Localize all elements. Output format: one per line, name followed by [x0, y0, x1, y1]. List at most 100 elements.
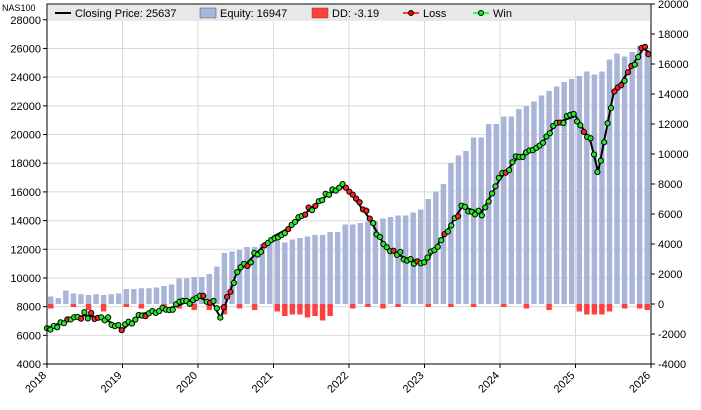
win-marker: [471, 211, 479, 218]
win-marker: [210, 297, 217, 305]
loss-marker: [118, 327, 125, 334]
win-marker: [105, 314, 112, 321]
loss-marker: [366, 215, 373, 222]
equity-bar: [116, 293, 122, 304]
win-marker: [281, 230, 288, 237]
equity-bar: [478, 137, 484, 304]
legend: Closing Price: 25637 Equity: 16947 DD: -3.…: [55, 7, 512, 20]
loss-marker: [353, 195, 360, 202]
win-marker: [478, 212, 485, 219]
win-marker: [217, 314, 224, 321]
equity-bar: [561, 82, 567, 304]
win-marker: [60, 320, 68, 327]
equity-bar: [161, 286, 167, 304]
equity-bar: [168, 284, 175, 304]
win-marker: [81, 309, 88, 316]
equity-bar: [342, 224, 348, 304]
equity-bar: [591, 74, 598, 304]
drawdown-bar: [274, 304, 280, 312]
win-marker: [325, 191, 333, 198]
right-tick-label: 12000: [658, 119, 689, 131]
loss-marker: [349, 191, 356, 198]
left-tick-label: 6000: [17, 330, 41, 342]
equity-bar: [108, 294, 114, 304]
win-marker: [434, 243, 441, 250]
win-marker: [594, 168, 601, 176]
equity-bar: [485, 124, 492, 304]
loss-marker: [641, 43, 649, 50]
loss-marker: [312, 202, 319, 210]
trade-markers: [43, 43, 652, 334]
equity-bar: [569, 79, 575, 304]
equity-bar: [365, 221, 371, 304]
equity-bar: [636, 46, 643, 304]
equity-bar: [146, 288, 152, 304]
legend-label-loss: Loss: [423, 8, 447, 20]
win-marker: [488, 190, 496, 197]
win-marker: [444, 228, 452, 235]
equity-bar: [357, 223, 364, 304]
drawdown-bar: [70, 304, 77, 307]
drawdown-bar: [176, 304, 182, 309]
left-tick-label: 18000: [10, 158, 41, 170]
loss-marker: [645, 51, 652, 58]
win-marker: [607, 104, 615, 112]
win-marker: [421, 259, 428, 266]
loss-marker: [356, 199, 363, 206]
equity-bar: [531, 101, 537, 304]
win-marker: [621, 77, 628, 84]
left-tick-label: 12000: [10, 244, 41, 256]
legend-swatch-marker-win: [478, 10, 484, 16]
legend-swatch-marker-loss: [408, 10, 414, 16]
win-marker: [370, 220, 377, 227]
win-marker: [509, 159, 516, 166]
loss-marker: [285, 226, 292, 233]
equity-bar: [501, 116, 507, 304]
equity-bar: [312, 235, 318, 304]
equity-bar: [48, 296, 54, 304]
left-tick-label: 8000: [17, 302, 41, 314]
equity-bar: [289, 239, 296, 304]
win-marker: [319, 197, 326, 204]
win-marker: [601, 139, 608, 146]
drawdown-bar: [636, 304, 643, 309]
win-marker: [587, 135, 594, 142]
legend-band: [48, 5, 650, 21]
loss-marker: [77, 315, 85, 322]
equity-bar: [553, 86, 560, 304]
win-marker: [376, 233, 384, 241]
equity-bar: [508, 116, 515, 304]
drawdown-bar: [591, 304, 598, 315]
right-tick-label: 16000: [658, 59, 689, 71]
win-marker: [519, 153, 526, 161]
left-tick-label: 10000: [10, 273, 41, 285]
equity-bar: [372, 221, 379, 304]
drawdown-bar: [448, 304, 454, 307]
loss-marker: [618, 82, 625, 89]
win-marker: [407, 256, 414, 263]
equity-bar: [629, 52, 635, 304]
drawdown-bar: [312, 304, 318, 316]
equity-bar: [418, 209, 424, 304]
win-marker: [590, 151, 598, 158]
equity-bar: [350, 224, 356, 304]
equity-bar: [644, 49, 650, 304]
right-tick-label: 6000: [658, 209, 682, 221]
left-tick-label: 14000: [10, 216, 41, 228]
equity-bar: [63, 290, 69, 304]
right-tick-label: 0: [658, 299, 664, 311]
win-marker: [438, 237, 445, 244]
drawdown-bar: [599, 304, 605, 315]
win-marker: [495, 174, 502, 181]
loss-marker: [227, 288, 234, 295]
drawdown-bar: [350, 304, 356, 309]
win-marker: [132, 316, 139, 323]
equity-bar: [448, 163, 454, 304]
equity-bar: [470, 137, 477, 304]
equity-bar: [176, 278, 182, 304]
win-marker: [505, 166, 513, 174]
loss-marker: [580, 128, 587, 136]
equity-bar: [183, 278, 190, 304]
equity-bar: [206, 274, 213, 304]
drawdown-bar: [304, 304, 311, 318]
